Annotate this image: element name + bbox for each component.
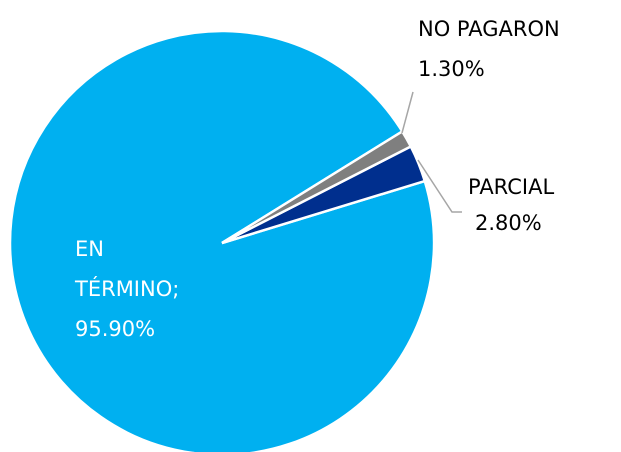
slice-label: NO PAGARON [418,17,560,41]
pie-slice [8,29,436,452]
pie [8,29,436,452]
slice-value: 95.90% [75,317,155,341]
leader-line [417,159,462,213]
slice-value: 2.80% [475,211,542,235]
slice-label: EN TÉRMINO; [74,237,179,301]
leader-line [401,91,414,134]
slice-value: 1.30% [418,57,485,81]
slice-label: PARCIAL [468,175,554,199]
